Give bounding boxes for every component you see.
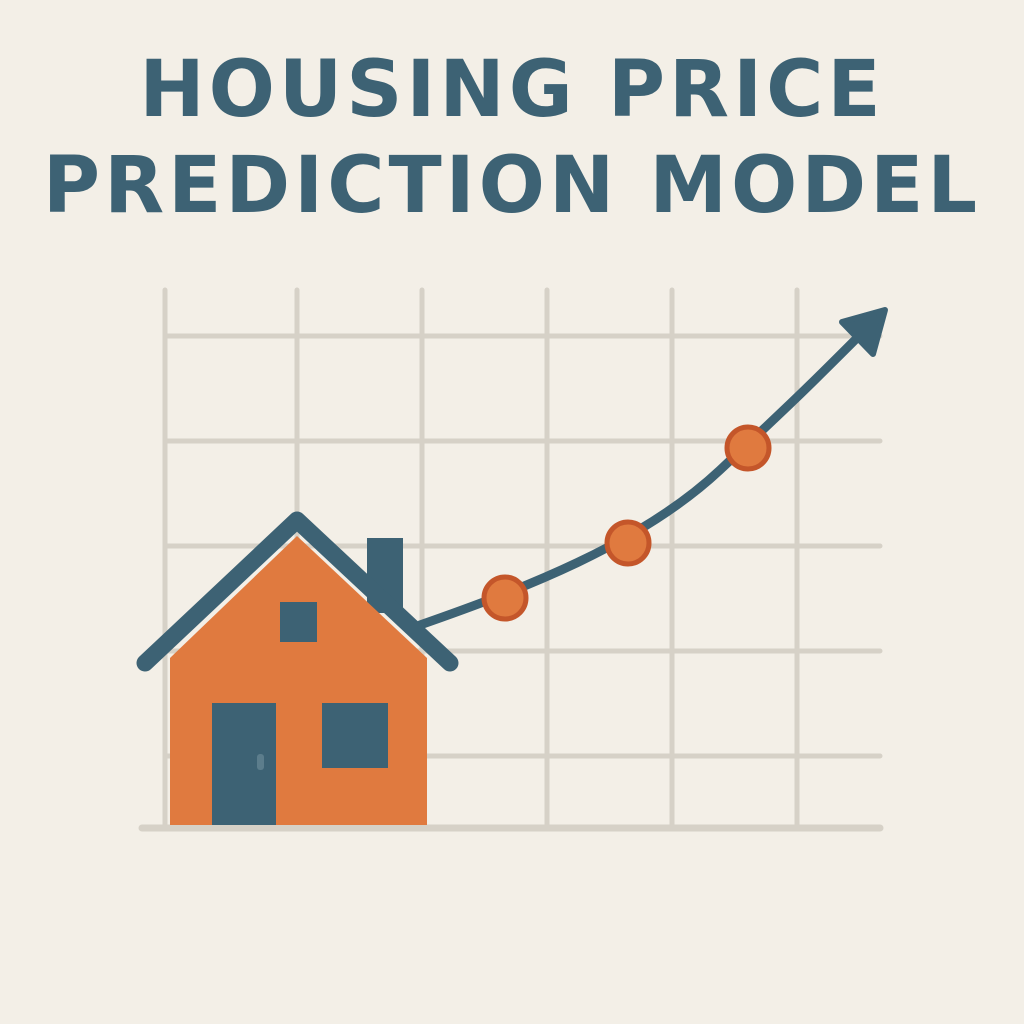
trend-markers bbox=[481, 424, 772, 622]
trend-marker bbox=[724, 424, 772, 472]
door-handle bbox=[257, 754, 264, 770]
house-window bbox=[322, 703, 388, 768]
trend-arrowhead bbox=[839, 307, 888, 357]
house-roof bbox=[136, 511, 459, 672]
house-door bbox=[212, 703, 276, 825]
title-line-2: PREDICTION MODEL bbox=[42, 141, 982, 231]
page-title: HOUSING PRICE PREDICTION MODEL bbox=[0, 42, 1024, 234]
attic-window bbox=[280, 602, 317, 642]
trend-marker bbox=[604, 519, 652, 567]
trend-marker bbox=[481, 574, 529, 622]
house-icon bbox=[136, 511, 459, 825]
trend-line bbox=[415, 335, 860, 630]
trend-arrow-icon bbox=[415, 307, 888, 630]
title-line-1: HOUSING PRICE bbox=[139, 45, 885, 135]
